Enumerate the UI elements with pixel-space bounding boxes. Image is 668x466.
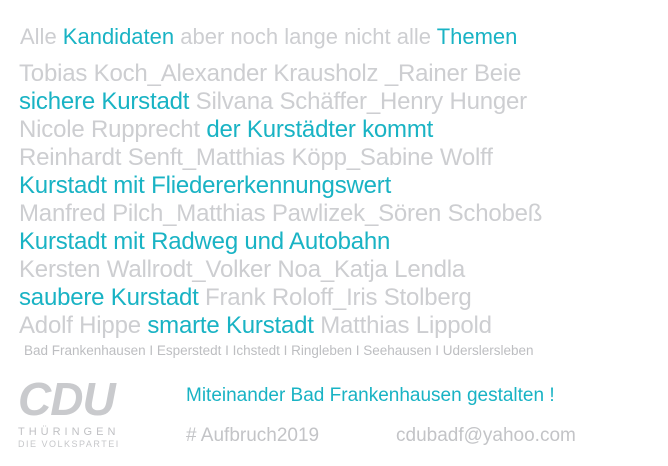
theme-text: der Kurstädter kommt [206, 116, 434, 143]
headline-part: aber noch lange nicht alle [174, 24, 437, 49]
text-line: Kurstadt mit Fliedererkennungswert [19, 172, 542, 200]
text-line: Kurstadt mit Radweg und Autobahn [19, 228, 542, 256]
headline-highlight: Kandidaten [62, 24, 175, 49]
candidate-names: Reinhardt Senft_Matthias Köpp_Sabine Wol… [19, 144, 493, 171]
headline-highlight: Themen [436, 24, 518, 49]
theme-text: Kurstadt mit Fliedererkennungswert [19, 172, 392, 199]
candidate-names: Manfred Pilch_Matthias Pawlizek_Sören Sc… [19, 200, 543, 227]
text-line: saubere Kurstadt Frank Roloff_Iris Stolb… [19, 284, 542, 312]
candidate-names: Tobias Koch_Alexander Krausholz _Rainer … [19, 60, 522, 87]
theme-text: saubere Kurstadt [19, 284, 199, 311]
candidate-names: Nicole Rupprecht [19, 116, 207, 143]
candidate-names: Matthias Lippold [313, 312, 492, 339]
text-line: Nicole Rupprecht der Kurstädter kommt [19, 116, 542, 144]
text-line: sichere Kurstadt Silvana Schäffer_Henry … [19, 88, 542, 116]
towns-list: Bad Frankenhausen I Esperstedt I Ichsted… [24, 343, 534, 358]
headline-part: Alle [20, 24, 63, 49]
hashtag: # Aufbruch2019 [186, 425, 320, 446]
cdu-logo: CDU THÜRINGEN DIE VOLKSPARTEI [18, 372, 120, 450]
text-line: Manfred Pilch_Matthias Pawlizek_Sören Sc… [19, 200, 542, 228]
theme-text: Kurstadt mit Radweg und Autobahn [19, 228, 391, 255]
candidate-names: Silvana Schäffer_Henry Hunger [189, 88, 527, 115]
text-line: Kersten Wallrodt_Volker Noa_Katja Lendla [19, 256, 542, 284]
logo-mark: CDU [18, 373, 116, 425]
candidate-names: Kersten Wallrodt_Volker Noa_Katja Lendla [19, 256, 466, 283]
motto: Miteinander Bad Frankenhausen gestalten … [186, 385, 555, 406]
text-line: Reinhardt Senft_Matthias Köpp_Sabine Wol… [19, 144, 542, 172]
candidate-theme-list: Tobias Koch_Alexander Krausholz _Rainer … [19, 60, 542, 340]
headline: Alle Kandidaten aber noch lange nicht al… [20, 24, 517, 50]
logo-slogan: DIE VOLKSPARTEI [18, 439, 120, 449]
text-line: Tobias Koch_Alexander Krausholz _Rainer … [19, 60, 542, 88]
theme-text: smarte Kurstadt [147, 312, 314, 339]
theme-text: sichere Kurstadt [19, 88, 190, 115]
candidate-names: Frank Roloff_Iris Stolberg [198, 284, 472, 311]
candidate-names: Adolf Hippe [19, 312, 148, 339]
email: cdubadf@yahoo.com [396, 425, 576, 446]
text-line: Adolf Hippe smarte Kurstadt Matthias Lip… [19, 312, 542, 340]
logo-region: THÜRINGEN [18, 426, 120, 438]
